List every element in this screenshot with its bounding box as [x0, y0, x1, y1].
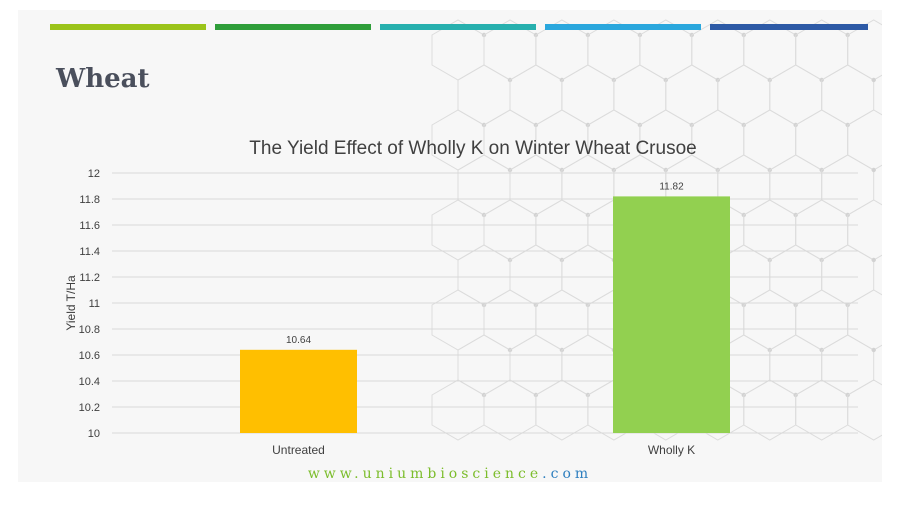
y-tick-label: 10.2 [79, 402, 100, 414]
y-tick-label: 11 [89, 298, 100, 310]
hexagon-node [871, 347, 876, 353]
footer-url-suffix: .com [542, 466, 593, 482]
y-tick-label: 12 [88, 168, 100, 180]
y-tick-label: 10 [88, 428, 100, 440]
footer-url: www.uniumbioscience.com [18, 466, 882, 482]
bar-chart: The Yield Effect of Wholly K on Winter W… [64, 138, 858, 457]
y-tick-label: 11.8 [79, 194, 100, 206]
y-tick-label: 11.2 [79, 272, 100, 284]
hexagon-node [871, 167, 876, 173]
data-label: 11.82 [659, 181, 684, 192]
accent-bar [710, 24, 868, 30]
accent-bar [545, 24, 701, 30]
accent-color-bars [50, 24, 868, 30]
y-tick-label: 11.6 [79, 220, 100, 232]
y-axis-label: Yield T/Ha [64, 275, 78, 331]
bar [240, 349, 357, 433]
x-tick-label: Untreated [272, 443, 325, 457]
y-tick-label: 10.6 [79, 350, 100, 362]
hexagon-node [871, 77, 876, 83]
y-tick-label: 10.4 [79, 376, 100, 388]
x-tick-label: Wholly K [648, 443, 695, 457]
y-tick-label: 10.8 [79, 324, 100, 336]
y-tick-label: 11.4 [79, 246, 100, 258]
slide-title: Wheat [56, 64, 150, 94]
bar [613, 196, 730, 433]
accent-bar [50, 24, 206, 30]
chart-title: The Yield Effect of Wholly K on Winter W… [249, 138, 696, 159]
accent-bar [215, 24, 371, 30]
hexagon-node [871, 257, 876, 263]
hexagon-shape [847, 379, 882, 441]
footer-url-domain: uniumbioscience [362, 466, 543, 482]
footer-url-prefix: www. [307, 466, 363, 482]
accent-bar [380, 24, 536, 30]
data-label: 10.64 [286, 335, 311, 346]
slide: Wheat The Yield Effect of Wholly K on Wi… [18, 10, 882, 482]
